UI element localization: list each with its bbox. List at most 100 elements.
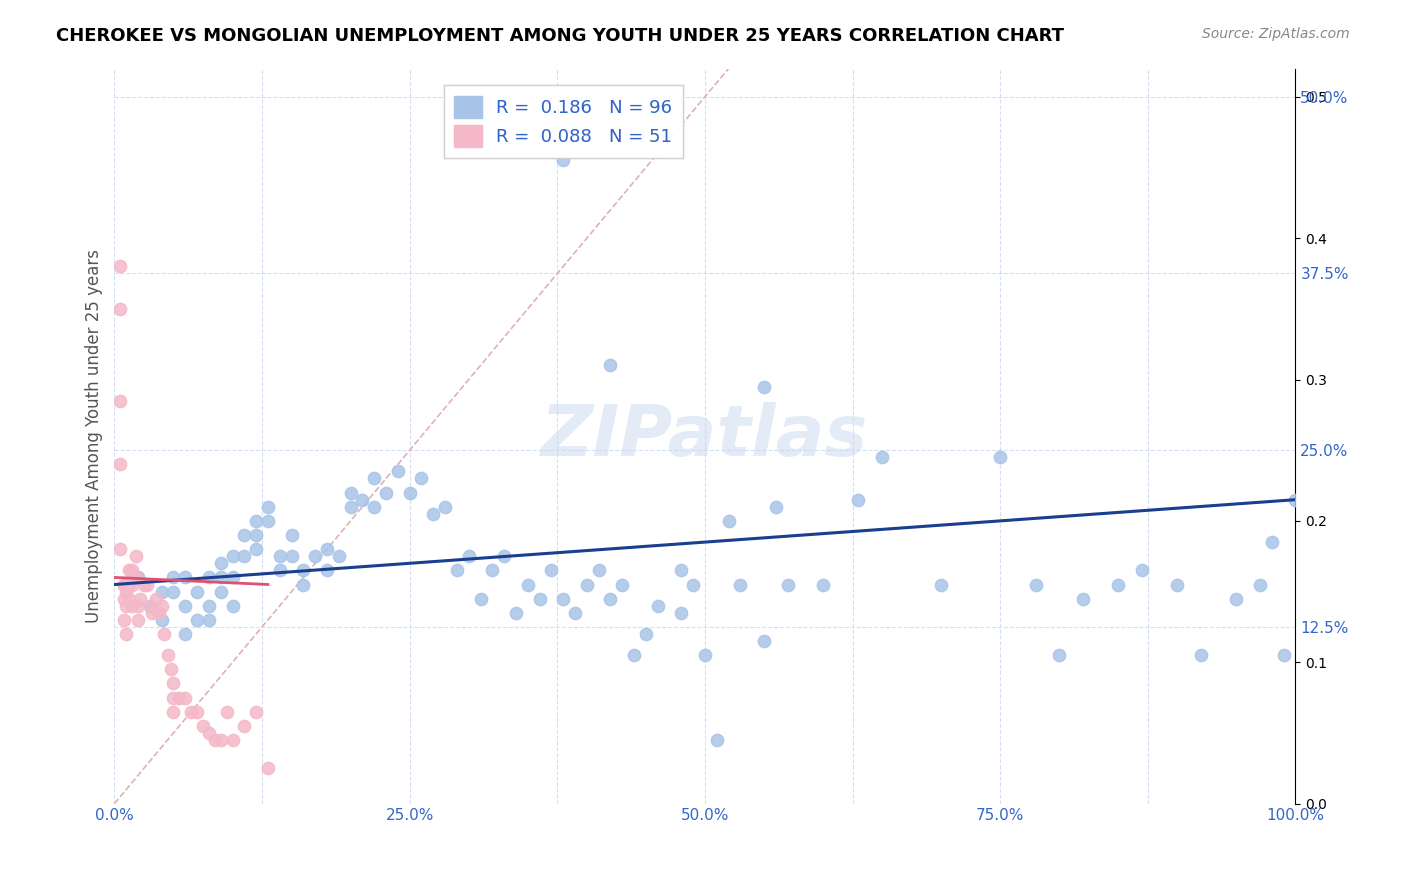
Point: [765, 500, 787, 514]
Point: [1225, 591, 1247, 606]
Y-axis label: Unemployment Among Youth under 25 years: Unemployment Among Youth under 25 years: [86, 249, 103, 624]
Point: [316, 542, 339, 557]
Point: [112, 591, 135, 606]
Point: [553, 153, 575, 168]
Point: [470, 591, 492, 606]
Point: [280, 549, 302, 564]
Point: [682, 577, 704, 591]
Point: [112, 577, 135, 591]
Point: [1249, 577, 1271, 591]
Point: [1047, 648, 1070, 663]
Point: [150, 613, 173, 627]
Point: [124, 549, 146, 564]
Point: [112, 613, 135, 627]
Point: [110, 542, 132, 557]
Point: [717, 514, 740, 528]
Point: [156, 648, 179, 663]
Point: [811, 577, 834, 591]
Point: [623, 648, 645, 663]
Point: [121, 563, 143, 577]
Point: [588, 563, 610, 577]
Point: [121, 577, 143, 591]
Point: [127, 599, 149, 613]
Point: [117, 591, 139, 606]
Point: [174, 570, 197, 584]
Point: [481, 563, 503, 577]
Point: [136, 577, 159, 591]
Point: [141, 606, 163, 620]
Point: [180, 705, 202, 719]
Point: [339, 500, 361, 514]
Point: [132, 577, 155, 591]
Point: [245, 514, 267, 528]
Point: [494, 549, 516, 564]
Point: [150, 599, 173, 613]
Point: [209, 733, 232, 747]
Point: [269, 549, 291, 564]
Point: [110, 458, 132, 472]
Point: [162, 676, 184, 690]
Point: [115, 577, 138, 591]
Point: [398, 485, 420, 500]
Point: [671, 563, 693, 577]
Point: [162, 570, 184, 584]
Point: [145, 591, 167, 606]
Point: [245, 705, 267, 719]
Point: [292, 577, 315, 591]
Point: [457, 549, 479, 564]
Point: [245, 542, 267, 557]
Point: [191, 719, 214, 733]
Text: ZIPatlas: ZIPatlas: [541, 401, 869, 471]
Point: [634, 627, 657, 641]
Point: [121, 599, 143, 613]
Point: [1284, 492, 1306, 507]
Point: [115, 627, 138, 641]
Point: [647, 599, 669, 613]
Point: [434, 500, 457, 514]
Point: [422, 507, 444, 521]
Point: [387, 464, 409, 478]
Point: [139, 599, 162, 613]
Point: [1166, 577, 1188, 591]
Point: [870, 450, 893, 465]
Point: [186, 613, 208, 627]
Point: [174, 627, 197, 641]
Point: [257, 761, 280, 775]
Point: [671, 606, 693, 620]
Point: [245, 528, 267, 542]
Point: [198, 613, 221, 627]
Point: [316, 563, 339, 577]
Point: [174, 599, 197, 613]
Point: [1261, 535, 1284, 549]
Point: [209, 584, 232, 599]
Point: [848, 492, 870, 507]
Point: [599, 591, 621, 606]
Point: [115, 599, 138, 613]
Point: [352, 492, 374, 507]
Point: [160, 662, 183, 676]
Point: [221, 733, 243, 747]
Point: [375, 485, 398, 500]
Point: [752, 379, 775, 393]
Point: [1071, 591, 1094, 606]
Point: [575, 577, 598, 591]
Point: [115, 577, 138, 591]
Point: [529, 591, 551, 606]
Point: [110, 301, 132, 316]
Point: [153, 627, 176, 641]
Point: [112, 577, 135, 591]
Point: [129, 591, 152, 606]
Point: [221, 599, 243, 613]
Point: [215, 705, 238, 719]
Point: [148, 606, 170, 620]
Point: [115, 584, 138, 599]
Point: [169, 690, 191, 705]
Point: [612, 577, 634, 591]
Point: [706, 733, 728, 747]
Point: [174, 690, 197, 705]
Point: [446, 563, 468, 577]
Point: [127, 613, 149, 627]
Point: [599, 359, 621, 373]
Point: [292, 563, 315, 577]
Point: [150, 584, 173, 599]
